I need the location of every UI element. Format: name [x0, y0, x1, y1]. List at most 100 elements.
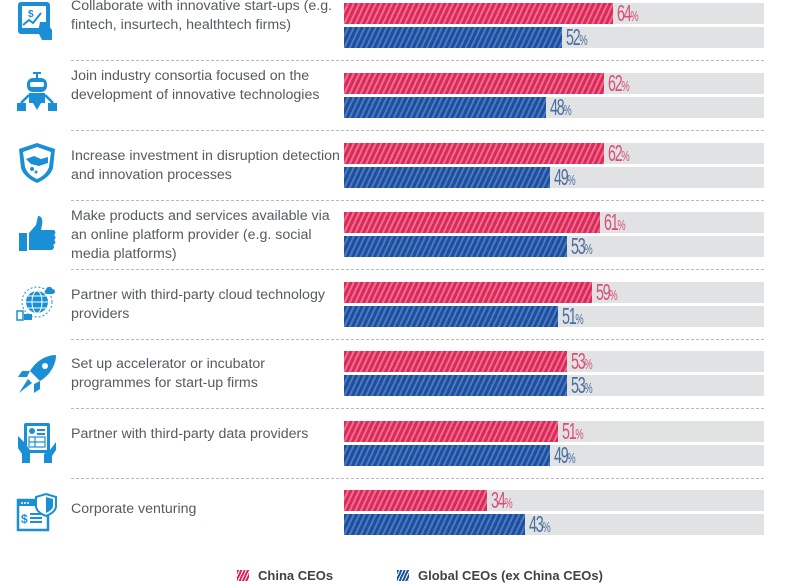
category-label: Collaborate with innovative start-ups (e… — [71, 0, 333, 33]
bar-global — [344, 375, 567, 396]
data-label-unit: % — [583, 241, 592, 258]
bar-china — [344, 143, 605, 164]
data-label-value: 49 — [553, 442, 569, 468]
bar-track-global: 52% — [344, 24, 764, 51]
category-label: Set up accelerator or incubator programm… — [71, 356, 266, 391]
bar-china — [344, 212, 601, 233]
bar-track-global: 48% — [344, 94, 764, 121]
legend-swatch-global — [397, 570, 409, 581]
category-label: Increase investment in disruption detect… — [71, 148, 340, 183]
data-label-china: 51% — [562, 418, 584, 445]
bar-global — [344, 27, 563, 48]
row-divider — [71, 269, 764, 270]
row-divider — [71, 339, 764, 340]
data-label-value: 34 — [490, 487, 506, 513]
row-divider — [71, 478, 764, 479]
bar-china — [344, 3, 613, 24]
bar-china — [344, 282, 592, 303]
legend-label-china: China CEOs — [258, 568, 334, 583]
thumbs-up-icon — [16, 213, 58, 255]
data-label-value: 48 — [549, 94, 565, 120]
data-label-value: 61 — [604, 209, 619, 235]
row-divider — [71, 200, 764, 201]
data-label-global: 53% — [570, 372, 593, 399]
data-label-unit: % — [541, 519, 550, 536]
category-label: Partner with third-party data providers — [71, 426, 309, 442]
data-label-value: 52 — [566, 24, 581, 50]
bar-track-global: 49% — [344, 442, 764, 469]
bar-track-china: 61% — [344, 209, 764, 236]
bar-track-china: 62% — [344, 70, 764, 96]
data-label-unit: % — [562, 102, 571, 119]
data-label-unit: % — [617, 217, 626, 234]
bar-china — [344, 351, 567, 372]
data-label-global: 49% — [553, 164, 576, 191]
svg-text:$: $ — [28, 9, 34, 20]
data-label-value: 51 — [562, 418, 577, 444]
data-label-unit: % — [575, 311, 584, 328]
bar-global — [344, 236, 567, 257]
data-label-global: 49% — [553, 442, 576, 469]
data-label-unit: % — [567, 172, 575, 189]
bar-track-global: 53% — [344, 372, 764, 399]
cloud-globe-icon — [16, 281, 58, 323]
data-label-value: 53 — [570, 348, 586, 374]
bar-track-global: 49% — [344, 164, 764, 191]
data-label-value: 53 — [570, 372, 586, 398]
svg-text:$: $ — [21, 512, 28, 526]
data-label-global: 52% — [566, 24, 588, 51]
data-label-value: 53 — [570, 233, 586, 259]
data-label-unit: % — [575, 426, 584, 443]
bar-global — [344, 306, 559, 327]
legend-item-china: China CEOs — [237, 567, 333, 584]
data-label-unit: % — [621, 148, 630, 165]
data-label-unit: % — [621, 78, 630, 95]
hands-tablet-data-icon — [16, 422, 58, 464]
bar-track-china: 51% — [344, 418, 764, 445]
data-label-china: 34% — [490, 487, 513, 514]
data-label-unit: % — [583, 356, 592, 373]
row-divider — [71, 408, 764, 409]
category-label: Make products and services available via… — [71, 208, 330, 262]
data-label-global: 48% — [549, 94, 572, 121]
bar-china — [344, 73, 605, 94]
row-divider — [71, 60, 764, 61]
rocket-icon — [16, 353, 58, 395]
data-label-global: 51% — [562, 303, 584, 330]
bar-global — [344, 514, 525, 535]
data-label-value: 43 — [528, 511, 544, 537]
data-label-unit: % — [609, 287, 617, 304]
data-label-global: 43% — [528, 511, 551, 538]
data-label-value: 51 — [562, 303, 577, 329]
data-label-unit: % — [583, 380, 592, 397]
bar-china — [344, 421, 559, 442]
bar-track-global: 51% — [344, 303, 764, 330]
legend-item-global: Global CEOs (ex China CEOs) — [397, 567, 603, 584]
data-label-china: 59% — [596, 279, 618, 306]
data-label-unit: % — [630, 8, 638, 25]
data-label-unit: % — [579, 32, 588, 49]
data-label-value: 49 — [553, 164, 569, 190]
category-label: Partner with third-party cloud technolog… — [71, 287, 325, 322]
bar-global — [344, 445, 550, 466]
bar-track-china: 62% — [344, 140, 764, 166]
data-label-value: 62 — [608, 70, 623, 96]
data-label-global: 53% — [570, 233, 593, 260]
data-label-china: 64% — [617, 0, 639, 27]
tablet-growth-chart-icon: $ — [16, 0, 58, 42]
shield-handshake-icon — [16, 142, 58, 184]
legend-swatch-china — [237, 570, 249, 581]
row-divider — [71, 130, 764, 131]
data-label-china: 61% — [604, 209, 626, 236]
browser-dollar-shield-icon: $ — [16, 492, 58, 534]
legend-label-global: Global CEOs (ex China CEOs) — [418, 568, 603, 583]
data-label-value: 62 — [608, 140, 623, 166]
category-label: Corporate venturing — [71, 501, 197, 517]
data-label-unit: % — [567, 450, 575, 467]
bar-track-global: 53% — [344, 233, 764, 260]
bar-track-china: 53% — [344, 348, 764, 374]
category-label: Join industry consortia focused on the d… — [71, 68, 320, 103]
robot-icon — [16, 70, 58, 112]
bar-track-china: 64% — [344, 0, 764, 27]
bar-track-global: 43% — [344, 511, 764, 538]
